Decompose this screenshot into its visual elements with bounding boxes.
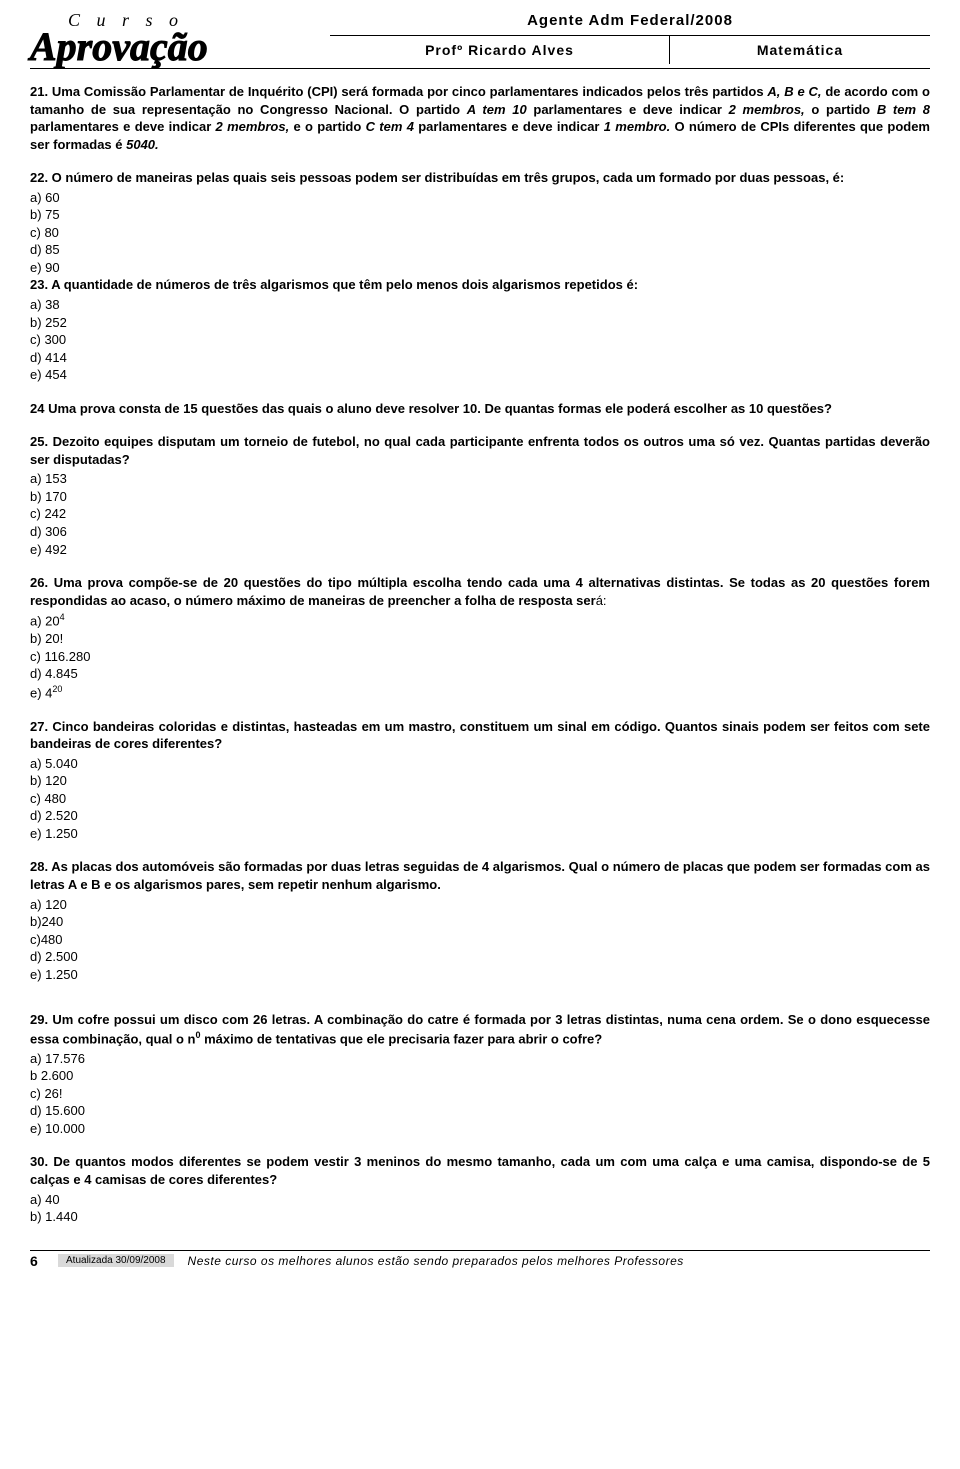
page-number: 6 <box>30 1253 58 1269</box>
logo: C u r s o Aprovação <box>30 10 330 63</box>
q26-opt-b: b) 20! <box>30 630 930 648</box>
q29-opt-e: e) 10.000 <box>30 1120 930 1138</box>
q26-opt-e: e) 420 <box>30 683 930 702</box>
q26-text: 26. Uma prova compõe-se de 20 questões d… <box>30 574 930 609</box>
question-27: 27. Cinco bandeiras coloridas e distinta… <box>30 718 930 843</box>
q29-text: 29. Um cofre possui um disco com 26 letr… <box>30 1011 930 1047</box>
q22-opts: a) 60 b) 75 c) 80 d) 85 e) 90 <box>30 189 930 277</box>
q23-opt-b: b) 252 <box>30 314 930 332</box>
header-title: Agente Adm Federal/2008 <box>330 12 930 35</box>
content: 21. Uma Comissão Parlamentar de Inquérit… <box>30 83 930 1226</box>
q26-opt-d: d) 4.845 <box>30 665 930 683</box>
q29-opt-d: d) 15.600 <box>30 1102 930 1120</box>
q27-text: 27. Cinco bandeiras coloridas e distinta… <box>30 718 930 753</box>
question-26: 26. Uma prova compõe-se de 20 questões d… <box>30 574 930 701</box>
q28-opt-b: b)240 <box>30 913 930 931</box>
q25-opt-b: b) 170 <box>30 488 930 506</box>
q23-text: 23. A quantidade de números de três alga… <box>30 276 930 294</box>
q22-opt-a: a) 60 <box>30 189 930 207</box>
q29-opt-a: a) 17.576 <box>30 1050 930 1068</box>
q22-opt-b: b) 75 <box>30 206 930 224</box>
question-21: 21. Uma Comissão Parlamentar de Inquérit… <box>30 83 930 153</box>
q29-opt-c: c) 26! <box>30 1085 930 1103</box>
q25-opt-e: e) 492 <box>30 541 930 559</box>
q23-opt-d: d) 414 <box>30 349 930 367</box>
q30-opt-b: b) 1.440 <box>30 1208 930 1226</box>
q28-opt-c: c)480 <box>30 931 930 949</box>
q24-text: 24 Uma prova consta de 15 questões das q… <box>30 400 930 418</box>
q28-opt-e: e) 1.250 <box>30 966 930 984</box>
header-right: Agente Adm Federal/2008 Profº Ricardo Al… <box>330 10 930 64</box>
q25-opt-d: d) 306 <box>30 523 930 541</box>
q23-opt-e: e) 454 <box>30 366 930 384</box>
q26-opts: a) 204 b) 20! c) 116.280 d) 4.845 e) 420 <box>30 611 930 701</box>
q30-opt-a: a) 40 <box>30 1191 930 1209</box>
q27-opt-c: c) 480 <box>30 790 930 808</box>
q26-opt-c: c) 116.280 <box>30 648 930 666</box>
page-header: C u r s o Aprovação Agente Adm Federal/2… <box>30 10 930 69</box>
q27-opt-e: e) 1.250 <box>30 825 930 843</box>
header-sub: Profº Ricardo Alves Matemática <box>330 35 930 64</box>
q25-opt-a: a) 153 <box>30 470 930 488</box>
logo-main-text: Aprovação <box>30 31 330 63</box>
question-23: 23. A quantidade de números de três alga… <box>30 276 930 383</box>
q21-text: 21. Uma Comissão Parlamentar de Inquérit… <box>30 84 930 152</box>
question-30: 30. De quantos modos diferentes se podem… <box>30 1153 930 1225</box>
q30-opts: a) 40 b) 1.440 <box>30 1191 930 1226</box>
question-25: 25. Dezoito equipes disputam um torneio … <box>30 433 930 558</box>
q22-text: 22. O número de maneiras pelas quais sei… <box>30 169 930 187</box>
q22-opt-d: d) 85 <box>30 241 930 259</box>
q25-opt-c: c) 242 <box>30 505 930 523</box>
question-28: 28. As placas dos automóveis são formada… <box>30 858 930 983</box>
q27-opt-a: a) 5.040 <box>30 755 930 773</box>
q27-opts: a) 5.040 b) 120 c) 480 d) 2.520 e) 1.250 <box>30 755 930 843</box>
question-29: 29. Um cofre possui um disco com 26 letr… <box>30 1011 930 1137</box>
question-22: 22. O número de maneiras pelas quais sei… <box>30 169 930 276</box>
header-subject: Matemática <box>670 36 930 64</box>
header-professor: Profº Ricardo Alves <box>330 36 670 64</box>
q28-opt-d: d) 2.500 <box>30 948 930 966</box>
q25-text: 25. Dezoito equipes disputam um torneio … <box>30 433 930 468</box>
q26-opt-a: a) 204 <box>30 611 930 630</box>
q28-opts: a) 120 b)240 c)480 d) 2.500 e) 1.250 <box>30 896 930 984</box>
q27-opt-d: d) 2.520 <box>30 807 930 825</box>
question-24: 24 Uma prova consta de 15 questões das q… <box>30 400 930 418</box>
q30-text: 30. De quantos modos diferentes se podem… <box>30 1153 930 1188</box>
q28-opt-a: a) 120 <box>30 896 930 914</box>
page-footer: 6 Atualizada 30/09/2008 Neste curso os m… <box>30 1250 930 1269</box>
q25-opts: a) 153 b) 170 c) 242 d) 306 e) 492 <box>30 470 930 558</box>
q29-opts: a) 17.576 b 2.600 c) 26! d) 15.600 e) 10… <box>30 1050 930 1138</box>
q22-opt-c: c) 80 <box>30 224 930 242</box>
footer-updated: Atualizada 30/09/2008 <box>58 1254 174 1267</box>
q27-opt-b: b) 120 <box>30 772 930 790</box>
q23-opts: a) 38 b) 252 c) 300 d) 414 e) 454 <box>30 296 930 384</box>
q28-text: 28. As placas dos automóveis são formada… <box>30 858 930 893</box>
q22-opt-e: e) 90 <box>30 259 930 277</box>
q23-opt-a: a) 38 <box>30 296 930 314</box>
q23-opt-c: c) 300 <box>30 331 930 349</box>
footer-slogan: Neste curso os melhores alunos estão sen… <box>188 1254 930 1268</box>
q29-opt-b: b 2.600 <box>30 1067 930 1085</box>
